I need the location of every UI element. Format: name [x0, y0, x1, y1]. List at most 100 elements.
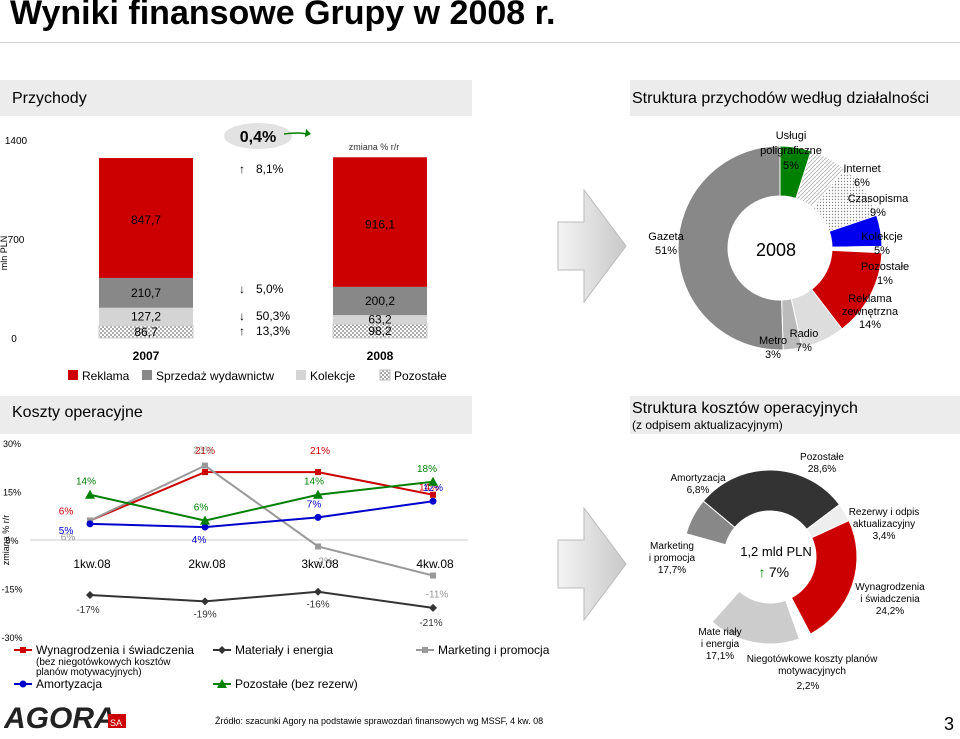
series-marker — [430, 572, 436, 579]
data-label: 6% — [194, 503, 209, 514]
pie-label: Czasopisma — [848, 193, 909, 205]
agora-logo-mark: AGORA SA — [3, 702, 126, 735]
bar-sprzeda-wydawnictw — [333, 286, 427, 316]
cost-structure-title: Struktura kosztów operacyjnych — [632, 400, 858, 417]
series-marker — [202, 469, 208, 476]
bar-sprzeda-wydawnictw — [99, 277, 193, 308]
legend-note: planów motywacyjnych) — [36, 667, 142, 678]
data-label: 6% — [59, 507, 74, 518]
page-title: Wyniki finansowe Grupy w 2008 r. — [10, 0, 556, 32]
series-marker — [200, 515, 210, 525]
change-value: 50,3% — [256, 309, 290, 323]
green-arrowhead-icon — [305, 129, 311, 137]
pie-value: 6,8% — [687, 485, 710, 496]
bar-value-label: 86,7 — [134, 325, 158, 339]
x-tick-label: 2kw.08 — [188, 557, 226, 571]
cost-donut-hole — [726, 513, 814, 601]
pie-label: motywacyjnych — [778, 666, 846, 677]
revenue-center-label: 2008 — [756, 240, 796, 260]
legend-label: Wynagrodzenia i świadczenia — [36, 643, 194, 657]
flow-arrow-top — [557, 188, 627, 304]
bar-value-label: 210,7 — [131, 286, 161, 300]
revenue-slice — [677, 145, 784, 351]
pie-value: 51% — [655, 245, 677, 257]
data-label: 4% — [192, 535, 207, 546]
series-marker — [430, 491, 436, 498]
pie-label: poligraficzne — [760, 145, 822, 157]
rev-structure-title: Struktura przychodów według działalności — [632, 90, 930, 107]
arrow-down-icon: ↓ — [239, 309, 245, 323]
series-marker — [313, 489, 323, 499]
rev-structure-band — [630, 80, 960, 116]
pie-label: Kolekcje — [861, 231, 903, 243]
series-marker — [429, 603, 437, 612]
series-marker — [201, 523, 209, 531]
pie-label: Usługi — [776, 130, 807, 142]
data-label: 6% — [61, 533, 76, 544]
bar-reklama — [333, 157, 427, 287]
pie-label: aktualizacyjny — [853, 519, 915, 530]
pie-label: i świadczenia — [860, 594, 920, 605]
costs-band — [0, 396, 472, 434]
data-label: 14% — [76, 477, 96, 488]
footer-source: Źródło: szacunki Agory na podstawie spra… — [215, 716, 544, 726]
pie-label: Pozostałe — [800, 452, 844, 463]
x-tick-label: 4kw.08 — [416, 557, 454, 571]
pie-label: Mate riały — [698, 627, 741, 638]
revenue-band — [0, 80, 472, 116]
bar-value-label: 200,2 — [365, 294, 395, 308]
legend-label: Kolekcje — [310, 369, 356, 383]
series-line — [89, 471, 434, 522]
change-value: 13,3% — [256, 324, 290, 338]
x-tick-label: 2007 — [133, 349, 160, 363]
legend-marker — [19, 680, 27, 688]
legend-label: Marketing i promocja — [438, 643, 550, 657]
total-change-label: 0,4% — [240, 129, 276, 146]
y-tick: -15% — [1, 585, 22, 595]
y-tick: 0 — [11, 334, 17, 345]
cost-slice — [790, 519, 858, 635]
y-tick: -30% — [1, 633, 22, 643]
data-label: 7% — [307, 499, 322, 510]
legend-label: Pozostałe (bez rezerw) — [235, 677, 358, 691]
change-value: 5,0% — [256, 282, 284, 296]
pie-value: 6% — [854, 177, 870, 189]
cost-slice — [702, 469, 841, 530]
series-marker — [314, 587, 322, 596]
title-divider — [0, 42, 960, 43]
series-line — [89, 590, 434, 609]
total-change-bubble — [224, 123, 292, 149]
pie-label: Pozostałe — [861, 261, 909, 273]
series-marker — [314, 513, 322, 521]
cost-center-change: 7% — [769, 564, 789, 580]
legend-marker — [422, 647, 428, 653]
pie-value: 1% — [877, 275, 893, 287]
y-axis-label: zmiana % r/r — [1, 515, 11, 566]
arrow-up-icon: ↑ — [239, 324, 245, 338]
x-tick-label: 2008 — [367, 349, 394, 363]
pie-label: Metro — [759, 335, 787, 347]
pie-label: Reklama — [848, 293, 892, 305]
pie-value: 24,2% — [876, 606, 904, 617]
pie-value: 5% — [783, 160, 799, 172]
change-header: zmiana % r/r — [349, 142, 400, 152]
series-line — [89, 500, 434, 529]
pie-label: Internet — [843, 163, 880, 175]
legend-marker — [217, 679, 227, 688]
data-label: -16% — [306, 600, 329, 611]
bar-value-label: 63,2 — [368, 313, 392, 327]
bar-value-label: 98,2 — [368, 324, 392, 338]
svg-text:AGORA: AGORA — [4, 702, 116, 734]
data-label: 23% — [193, 446, 213, 457]
cost-structure-subtitle: (z odpisem aktualizacyjnym) — [632, 418, 783, 432]
data-label: 12% — [423, 483, 443, 494]
y-tick: 0% — [5, 536, 18, 546]
series-marker — [201, 597, 209, 606]
pie-label: zewnętrzna — [842, 306, 899, 318]
y-tick: 30% — [3, 439, 21, 449]
svg-text:SA: SA — [110, 718, 122, 728]
data-label: -11% — [426, 590, 449, 601]
legend-label: Sprzedaż wydawnictw — [156, 369, 274, 383]
bar-kolekcje — [99, 307, 193, 326]
